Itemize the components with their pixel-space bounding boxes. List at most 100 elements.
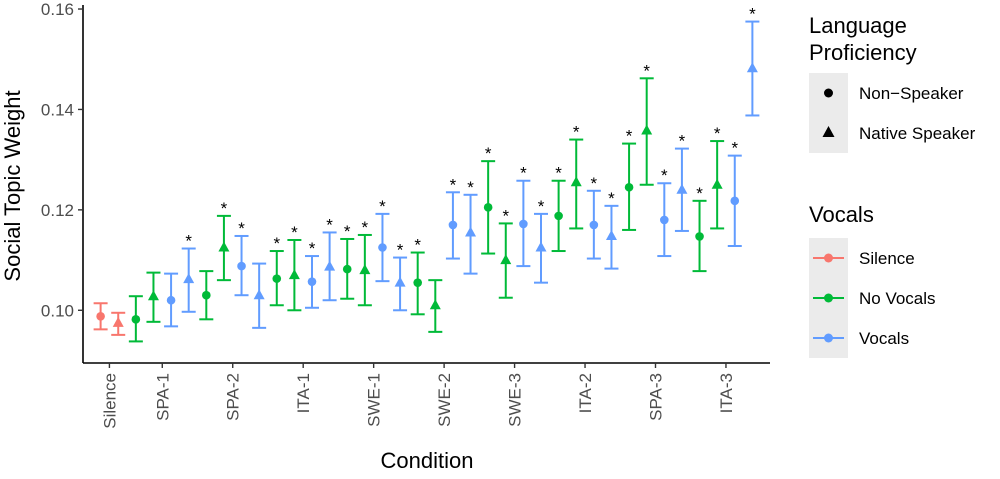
significance-star: * <box>309 239 316 258</box>
legend-key-vocals-dot <box>824 333 833 343</box>
x-tick-label-spa-3: SPA-3 <box>647 373 666 421</box>
significance-star: * <box>326 215 333 234</box>
data-point-triangle <box>676 183 688 194</box>
data-point-circle <box>342 264 352 274</box>
significance-star: * <box>362 218 369 237</box>
significance-star: * <box>221 199 228 218</box>
significance-star: * <box>555 164 562 183</box>
x-tick-label-ita-1: ITA-1 <box>294 373 313 413</box>
data-point-triangle <box>465 226 477 237</box>
x-axis-title: Condition <box>381 448 474 473</box>
legend-key-triangle-icon <box>822 126 835 137</box>
data-point-circle <box>660 215 669 225</box>
legend-key-silence-dot <box>824 253 833 263</box>
data-point-triangle <box>429 299 441 310</box>
data-point-circle <box>483 203 493 212</box>
data-point-circle <box>730 196 740 206</box>
point-group-no-vocals-triangle: * <box>639 61 654 186</box>
data-point-circle <box>202 290 211 300</box>
x-tick-label-silence: Silence <box>100 373 119 429</box>
significance-star: * <box>538 197 545 216</box>
data-point-triangle <box>359 264 371 275</box>
legend-proficiency-title-line2: Proficiency <box>809 40 917 65</box>
point-group-no-vocals-triangle <box>146 271 161 323</box>
significance-star: * <box>291 223 298 242</box>
data-point-circle <box>695 232 704 241</box>
x-tick-label-ita-2: ITA-2 <box>576 373 595 413</box>
point-group-no-vocals-circle: * <box>551 164 566 253</box>
data-point-triangle <box>641 124 653 135</box>
point-group-vocals-triangle: * <box>181 232 196 313</box>
y-tick-label: 0.10 <box>41 301 74 320</box>
significance-star: * <box>502 206 509 225</box>
significance-star: * <box>591 174 598 193</box>
data-point-triangle <box>324 260 336 271</box>
significance-star: * <box>185 232 192 251</box>
x-tick-label-swe-2: SWE-2 <box>435 373 454 427</box>
point-group-vocals-circle: * <box>234 219 249 297</box>
significance-star: * <box>273 234 280 253</box>
significance-star: * <box>397 241 404 260</box>
significance-star: * <box>485 144 492 163</box>
data-point-circle <box>166 295 176 305</box>
significance-star: * <box>679 132 686 151</box>
point-group-vocals-circle: * <box>727 139 742 248</box>
legend-proficiency-title-line1: Language <box>809 13 907 38</box>
data-point-triangle <box>253 289 265 300</box>
legend-label-vocals: Vocals <box>859 329 909 348</box>
point-group-vocals-triangle: * <box>463 178 478 275</box>
data-point-triangle <box>183 273 195 284</box>
data-point-triangle <box>112 316 124 327</box>
significance-star: * <box>344 222 351 241</box>
data-point-triangle <box>394 276 406 287</box>
data-point-triangle <box>746 62 758 73</box>
x-axis-ticks: Silence SPA-1 SPA-2 ITA-1 SWE-1 SWE-2 SWE-3 ITA… <box>100 363 736 429</box>
significance-star: * <box>450 175 457 194</box>
data-point-circle <box>413 278 422 287</box>
significance-star: * <box>467 178 474 197</box>
significance-star: * <box>379 197 386 216</box>
x-tick-label-spa-2: SPA-2 <box>224 373 243 421</box>
significance-star: * <box>573 123 580 142</box>
x-tick-label-swe-1: SWE-1 <box>365 373 384 427</box>
point-group-vocals-triangle: * <box>534 197 548 284</box>
legend-vocals: Vocals Silence No Vocals Vocals <box>809 202 936 358</box>
point-group-no-vocals-triangle: * <box>216 199 231 282</box>
significance-star: * <box>414 236 421 255</box>
point-group-vocals-triangle <box>252 262 267 329</box>
significance-star: * <box>643 61 650 80</box>
point-group-vocals-triangle: * <box>393 241 408 312</box>
data-point-triangle <box>711 178 723 189</box>
data-point-triangle <box>605 229 617 240</box>
point-group-vocals-circle: * <box>657 166 672 258</box>
point-group-vocals-triangle: * <box>604 189 619 270</box>
legend-key-circle-icon <box>824 88 833 98</box>
point-group-no-vocals-circle: * <box>622 127 637 231</box>
point-group-no-vocals-circle: * <box>481 144 496 255</box>
significance-star: * <box>661 166 668 185</box>
legend-label-native-speaker: Native Speaker <box>859 124 976 143</box>
data-point-circle <box>237 261 246 271</box>
data-point-circle <box>131 315 141 324</box>
data-point-triangle <box>147 290 159 301</box>
legend-key-no-vocals-dot <box>824 293 833 303</box>
data-point-circle <box>519 219 528 229</box>
point-group-vocals-triangle: * <box>322 215 337 302</box>
data-point-circle <box>589 220 599 230</box>
point-group-no-vocals-circle: * <box>692 184 707 273</box>
data-point-circle <box>272 274 282 283</box>
data-point-circle <box>448 220 458 230</box>
point-group-no-vocals-triangle: * <box>287 223 302 312</box>
y-tick-label: 0.16 <box>41 0 74 19</box>
data-point-circle <box>378 243 387 252</box>
significance-star: * <box>238 219 245 238</box>
point-group-vocals-circle: * <box>305 239 319 309</box>
point-group-no-vocals-circle: * <box>340 222 355 300</box>
x-tick-label-spa-1: SPA-1 <box>153 373 172 421</box>
point-group-no-vocals-circle: * <box>269 234 284 307</box>
legend-label-no-vocals: No Vocals <box>859 289 936 308</box>
y-tick-label: 0.14 <box>41 100 74 119</box>
legend-label-non-speaker: Non−Speaker <box>859 84 964 103</box>
data-point-triangle <box>500 254 512 265</box>
